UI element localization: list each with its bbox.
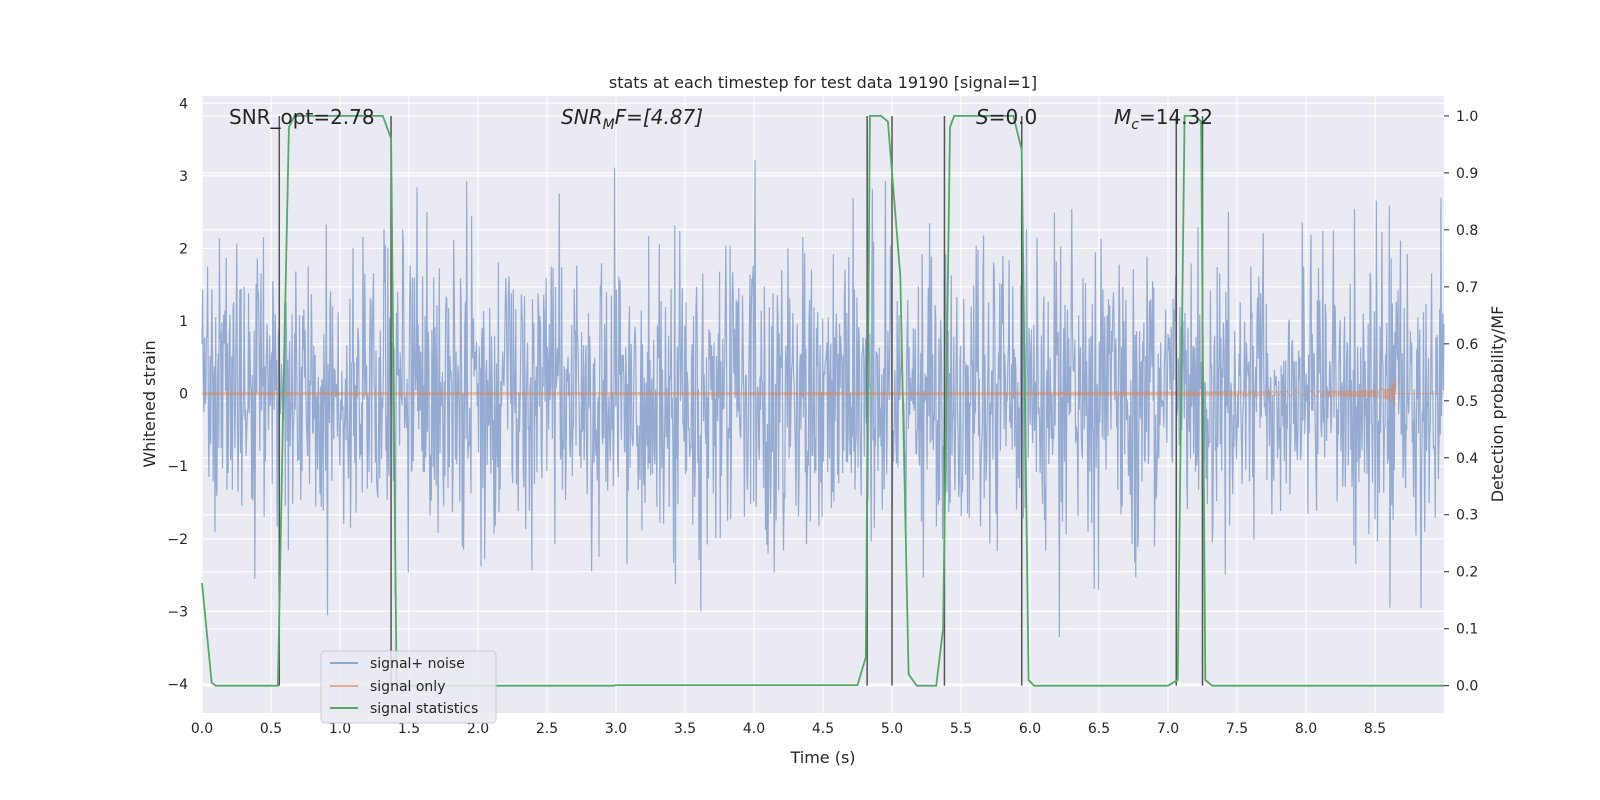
y-tick-label: −4	[167, 677, 188, 693]
mc-annotation: Mc=14.32	[1114, 105, 1213, 133]
y-tick-label: −2	[167, 532, 188, 548]
legend-label-noise: signal+ noise	[370, 656, 465, 672]
y2-tick-label: 0.4	[1456, 451, 1478, 467]
y-tick-label: 2	[179, 241, 188, 257]
y-tick-label: 0	[179, 387, 188, 403]
legend-label-signal: signal only	[370, 679, 445, 695]
y2-tick-label: 0.3	[1456, 508, 1478, 524]
x-tick-label: 8.0	[1295, 721, 1317, 737]
y-tick-label: −3	[167, 604, 188, 620]
x-tick-label: 3.0	[605, 721, 627, 737]
stats-line	[201, 115, 1444, 687]
mc-sub: c	[1131, 117, 1139, 133]
x-tick-label: 1.0	[329, 721, 351, 737]
noise-line	[201, 160, 1445, 638]
x-ticks: 0.0 0.5 1.0 1.5 2.0 2.5 3.0 3.5 4.0 4.5 5.0 5.5 6.0 6…	[191, 721, 1386, 737]
snr-mf-sub: M	[603, 117, 615, 133]
y2-tick-label: 0.7	[1456, 280, 1478, 296]
y2-tick-label: 0.2	[1456, 565, 1478, 581]
y2-ticks: 1.0 0.9 0.8 0.7 0.6 0.5 0.4 0.3 0.2 0.1 0.0	[1444, 109, 1478, 695]
y2-tick-label: 0.0	[1456, 679, 1478, 695]
snr-mf-suffix: F=[4.87]	[615, 105, 703, 129]
x-tick-label: 8.5	[1364, 721, 1386, 737]
y-tick-label: 3	[179, 169, 188, 185]
x-tick-label: 1.5	[398, 721, 420, 737]
x-tick-label: 0.0	[191, 721, 213, 737]
legend-box	[320, 650, 497, 724]
y2-axis-label: Detection probability/MF	[1488, 306, 1507, 503]
x-tick-label: 7.0	[1157, 721, 1179, 737]
y-tick-label: 1	[179, 314, 188, 330]
x-tick-label: 2.5	[536, 721, 558, 737]
y2-tick-label: 0.5	[1456, 394, 1478, 410]
y2-tick-label: 0.1	[1456, 622, 1478, 638]
x-tick-label: 5.0	[881, 721, 903, 737]
x-axis-label: Time (s)	[789, 748, 855, 767]
y2-tick-label: 0.8	[1456, 223, 1478, 239]
s-val: =0.0	[989, 105, 1038, 129]
y-ticks: 4 3 2 1 0 −1 −2 −3 −4	[167, 96, 188, 693]
s-annotation: S=0.0	[976, 105, 1037, 129]
chirp-line	[201, 376, 1444, 408]
s-var: S	[976, 105, 989, 129]
y2-tick-label: 0.6	[1456, 337, 1478, 353]
y-tick-label: 4	[179, 96, 188, 112]
x-tick-label: 4.5	[812, 721, 834, 737]
legend-label-stats: signal statistics	[370, 701, 478, 717]
stats-series	[201, 115, 1444, 687]
chirp-series	[201, 376, 1444, 408]
x-tick-label: 4.0	[743, 721, 765, 737]
y-axis-label: Whitened strain	[140, 340, 159, 467]
snr-opt-annotation: SNR_opt=2.78	[229, 105, 375, 129]
mc-val: =14.32	[1139, 105, 1213, 129]
y2-tick-label: 0.9	[1456, 166, 1478, 182]
legend: signal+ noise signal only signal statist…	[320, 650, 497, 724]
x-tick-label: 2.0	[467, 721, 489, 737]
snr-mf-annotation: SNRMF=[4.87]	[561, 105, 703, 133]
y-tick-label: −1	[167, 459, 188, 475]
x-tick-label: 5.5	[950, 721, 972, 737]
x-tick-label: 6.0	[1019, 721, 1041, 737]
chart-title: stats at each timestep for test data 191…	[609, 73, 1037, 92]
y2-tick-label: 1.0	[1456, 109, 1478, 125]
x-tick-label: 6.5	[1088, 721, 1110, 737]
mc-var: M	[1114, 105, 1131, 129]
x-tick-label: 3.5	[674, 721, 696, 737]
x-tick-label: 0.5	[260, 721, 282, 737]
x-tick-label: 7.5	[1226, 721, 1248, 737]
snr-mf-prefix: SNR	[561, 105, 603, 129]
noise-series	[201, 160, 1445, 638]
